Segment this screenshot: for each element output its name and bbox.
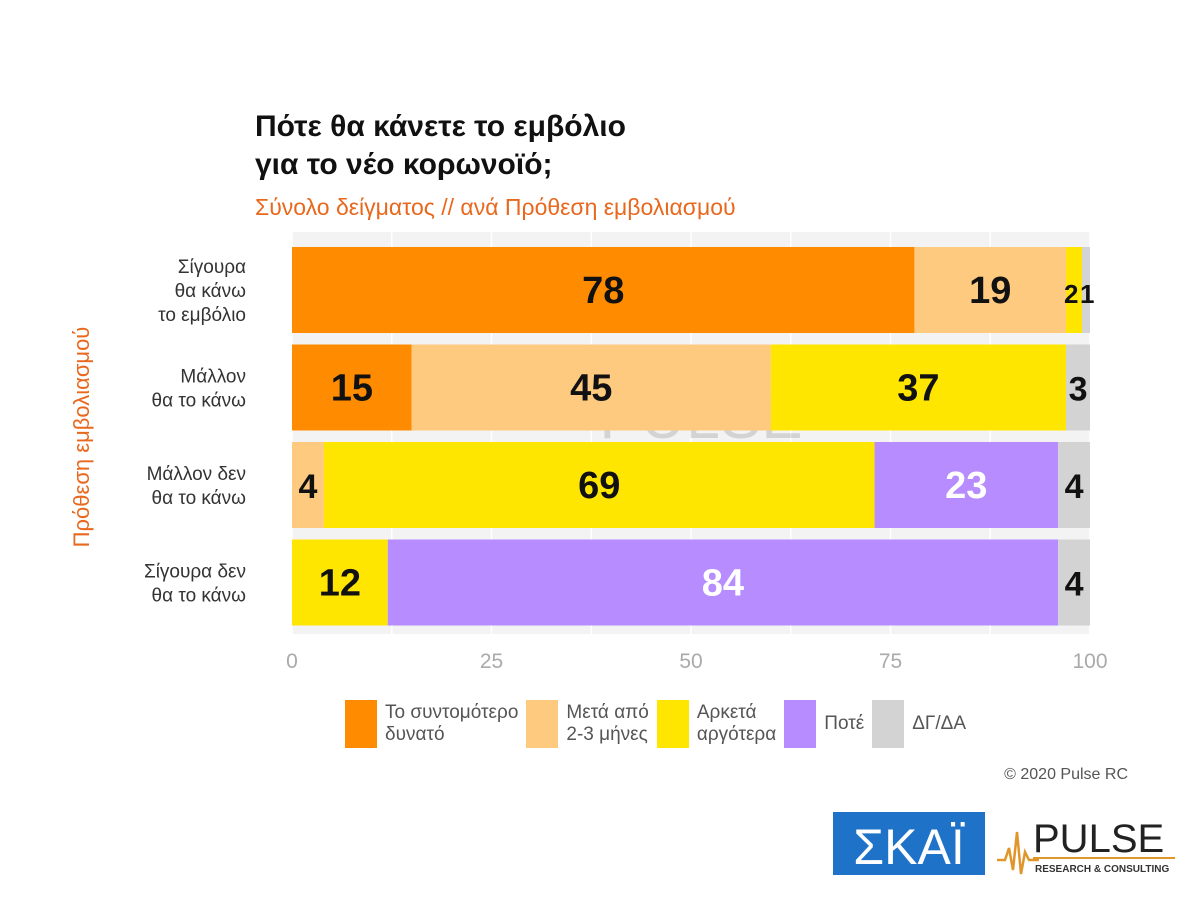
- chart-subtitle: Σύνολο δείγματος // ανά Πρόθεση εμβολιασ…: [255, 194, 736, 220]
- pulse-logo: PULSE RESEARCH & CONSULTING: [997, 817, 1175, 875]
- skai-logo-text: ΣΚΑΪ: [853, 819, 965, 875]
- data-label: 45: [570, 368, 612, 410]
- data-label: 4: [1065, 468, 1084, 506]
- category-label: θα το κάνω: [152, 586, 247, 607]
- legend-label-line: Ποτέ: [824, 713, 865, 734]
- bar-segment: [323, 442, 875, 528]
- category-label: θα το κάνω: [152, 391, 247, 412]
- category-label: Σίγουρα: [178, 257, 246, 278]
- data-label: 3: [1069, 371, 1088, 409]
- data-label: 4: [298, 468, 317, 506]
- legend-label-line: Το συντομότερο: [385, 702, 519, 723]
- category-label: Μάλλον: [180, 367, 246, 388]
- pulse-logo-text: PULSE: [1033, 817, 1164, 861]
- data-label: 69: [578, 465, 620, 507]
- bar-segment: [292, 539, 388, 626]
- legend-item: Μετά από 2-3 μήνες: [526, 700, 649, 748]
- chart-title-line-2: για το νέο κορωνοϊό;: [255, 148, 553, 181]
- legend-label: Ποτέ: [824, 713, 864, 735]
- legend-label-line: αργότερα: [696, 724, 777, 745]
- bar-segment: [292, 247, 915, 333]
- bar-segment: [1066, 344, 1090, 431]
- bar-segment: [770, 344, 1067, 431]
- legend-label-line: Μετά από: [566, 702, 649, 723]
- legend-label: Το συντομότερο δυνατό: [385, 702, 518, 746]
- data-label: 4: [1065, 566, 1084, 604]
- chart-title-line-1: Πότε θα κάνετε το εμβόλιο: [255, 110, 626, 143]
- pulse-wave-icon: [997, 831, 1039, 875]
- bar-segment: [874, 442, 1059, 528]
- x-tick-label: 75: [879, 650, 902, 673]
- category-label: θα το κάνω: [152, 488, 247, 509]
- chart-legend: Το συντομότερο δυνατό Μετά από 2-3 μήνες Αρκ…: [345, 700, 974, 748]
- chart-title: Πότε θα κάνετε το εμβόλιο για το νέο κορ…: [255, 108, 626, 184]
- bar-segment: [1058, 539, 1090, 626]
- bar-segment: [411, 344, 771, 431]
- data-label: 37: [897, 368, 939, 410]
- bar-segment: [1058, 442, 1090, 528]
- legend-item: ΔΓ/ΔΑ: [872, 700, 966, 748]
- data-label: 1: [1080, 279, 1094, 309]
- legend-label: Μετά από 2-3 μήνες: [566, 702, 648, 746]
- skai-logo: ΣΚΑΪ: [833, 812, 985, 875]
- legend-label: Αρκετά αργότερα: [697, 702, 776, 746]
- legend-label-line: ΔΓ/ΔΑ: [912, 713, 967, 734]
- x-tick-label: 50: [679, 650, 702, 673]
- legend-swatch: [345, 700, 377, 748]
- bar-segment: [292, 344, 412, 431]
- legend-label: ΔΓ/ΔΑ: [912, 713, 966, 735]
- bar-segment: [387, 539, 1059, 626]
- x-tick-label: 100: [1072, 650, 1107, 673]
- data-label: 15: [331, 368, 373, 410]
- legend-swatch: [784, 700, 817, 748]
- category-label: θα κάνω: [175, 281, 247, 302]
- legend-label-line: Αρκετά: [696, 702, 757, 723]
- legend-label-line: δυνατό: [385, 724, 445, 745]
- category-label: Σίγουρα δεν: [144, 562, 246, 583]
- data-label: 12: [319, 563, 361, 605]
- category-label: το εμβόλιο: [158, 305, 246, 326]
- legend-swatch: [526, 700, 559, 748]
- data-label: 19: [969, 270, 1011, 312]
- bar-segment: [1082, 247, 1090, 333]
- legend-item: Ποτέ: [784, 700, 864, 748]
- data-label: 84: [702, 563, 744, 605]
- x-tick-label: 25: [480, 650, 503, 673]
- pulse-logo-tagline: RESEARCH & CONSULTING: [1035, 864, 1169, 875]
- legend-swatch: [872, 700, 905, 748]
- legend-item: Αρκετά αργότερα: [656, 700, 776, 748]
- bar-segment: [914, 247, 1067, 333]
- data-label: 2: [1064, 279, 1078, 309]
- x-tick-label: 0: [286, 650, 298, 673]
- data-label: 78: [582, 270, 624, 312]
- category-label: Μάλλον δεν: [147, 464, 246, 485]
- legend-item: Το συντομότερο δυνατό: [345, 700, 518, 748]
- copyright-text: © 2020 Pulse RC: [1004, 766, 1128, 783]
- bar-segment: [1066, 247, 1083, 333]
- legend-label-line: 2-3 μήνες: [566, 724, 648, 745]
- bar-segment: [292, 442, 324, 528]
- legend-swatch: [656, 700, 689, 748]
- data-label: 23: [945, 465, 987, 507]
